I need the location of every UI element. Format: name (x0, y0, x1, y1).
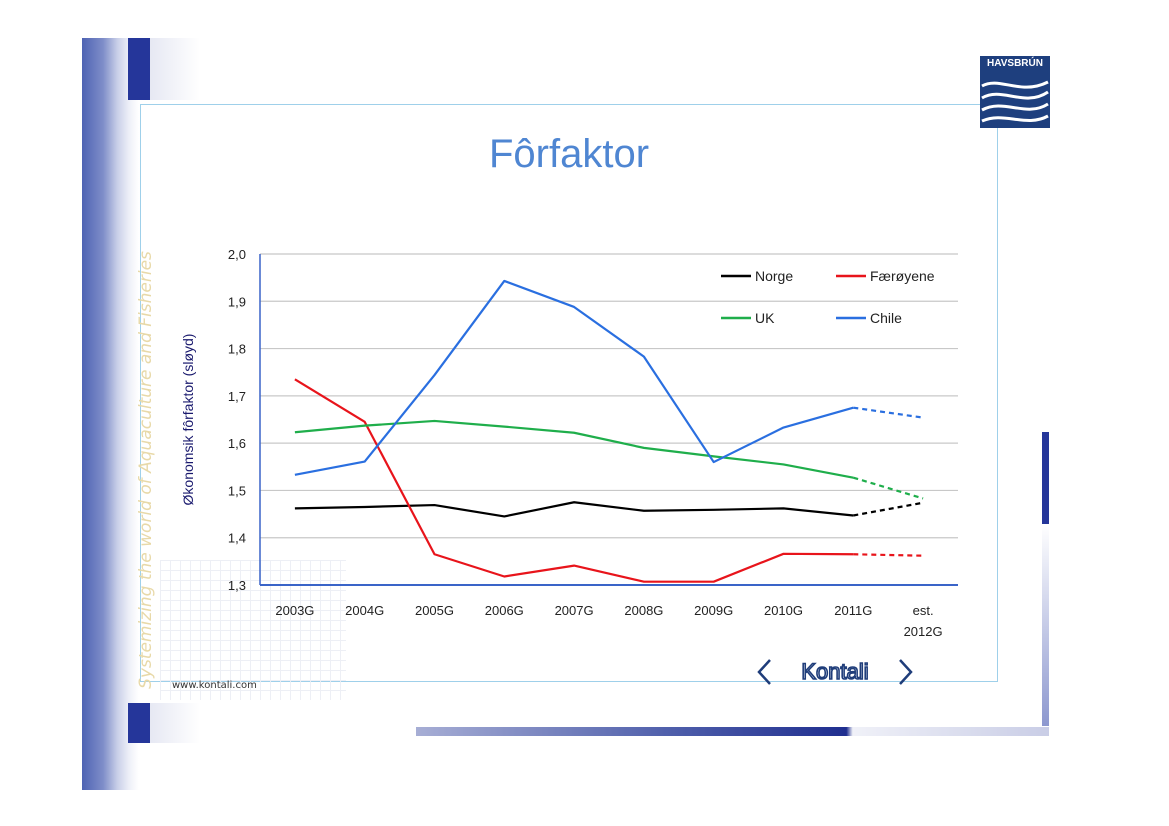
y-tick-label: 1,3 (228, 578, 246, 593)
left-decor-block-bottom (128, 703, 150, 743)
series-line-norge (294, 501, 854, 518)
y-tick-label: 1,9 (228, 294, 246, 309)
x-tick-label: 2009G (694, 603, 733, 618)
series-line-uk (294, 419, 854, 479)
havsbrun-logo: HAVSBRÚN (980, 56, 1050, 128)
x-tick-label: 2008G (624, 603, 663, 618)
left-decor-block-top (128, 38, 150, 100)
left-decor-fade-bottom (150, 703, 200, 743)
y-tick-label: 2,0 (228, 247, 246, 262)
website-url: www.kontali.com (172, 680, 257, 691)
y-tick-label: 1,7 (228, 389, 246, 404)
legend-label: Chile (870, 310, 902, 326)
legend-label: Færøyene (870, 268, 935, 284)
kontali-logo-text: Kontali (801, 659, 868, 684)
havsbrun-logo-text: HAVSBRÚN (987, 58, 1043, 69)
y-tick-label: 1,5 (228, 483, 246, 498)
series-line-chile (294, 279, 854, 476)
x-tick-label: 2005G (415, 603, 454, 618)
legend: Norge Færøyene UK Chile (721, 268, 935, 326)
axes: 1,3 1,4 1,5 1,6 1,7 1,8 1,9 2,0 2003G 2004G 2005G 2… (228, 247, 958, 639)
grid-decoration (160, 560, 346, 700)
series-estimate-færøyene (853, 553, 924, 557)
y-axis-label: Økonomsik fôrfaktor (sløyd) (180, 334, 196, 506)
right-decor-fade (1042, 524, 1049, 726)
x-tick-label: 2011G (834, 603, 872, 618)
gridlines (260, 253, 958, 539)
legend-label: Norge (755, 268, 793, 284)
slide-title: Fôrfaktor (488, 132, 650, 176)
x-tick-label: 2012G (904, 624, 943, 639)
x-tick-label: 2007G (555, 603, 594, 618)
left-decor-fade-top (150, 38, 200, 100)
right-decor-bar (1042, 432, 1049, 524)
bottom-decor-bar (416, 727, 1049, 736)
x-tick-label: 2006G (485, 603, 524, 618)
y-tick-label: 1,8 (228, 342, 246, 357)
x-tick-label: est. (913, 603, 934, 618)
kontali-logo: Kontali (757, 658, 913, 685)
legend-label: UK (755, 310, 775, 326)
wave-icon (981, 80, 1049, 123)
series-estimate-chile (853, 406, 924, 419)
x-tick-label: 2003G (275, 603, 314, 618)
x-tick-label: 2010G (764, 603, 803, 618)
series-lines (294, 279, 924, 583)
y-tick-label: 1,4 (228, 531, 246, 546)
series-estimate-norge (853, 501, 924, 517)
x-tick-label: 2004G (345, 603, 384, 618)
series-estimate-uk (852, 476, 924, 500)
y-tick-label: 1,6 (228, 436, 246, 451)
series-line-færøyene (294, 378, 854, 583)
